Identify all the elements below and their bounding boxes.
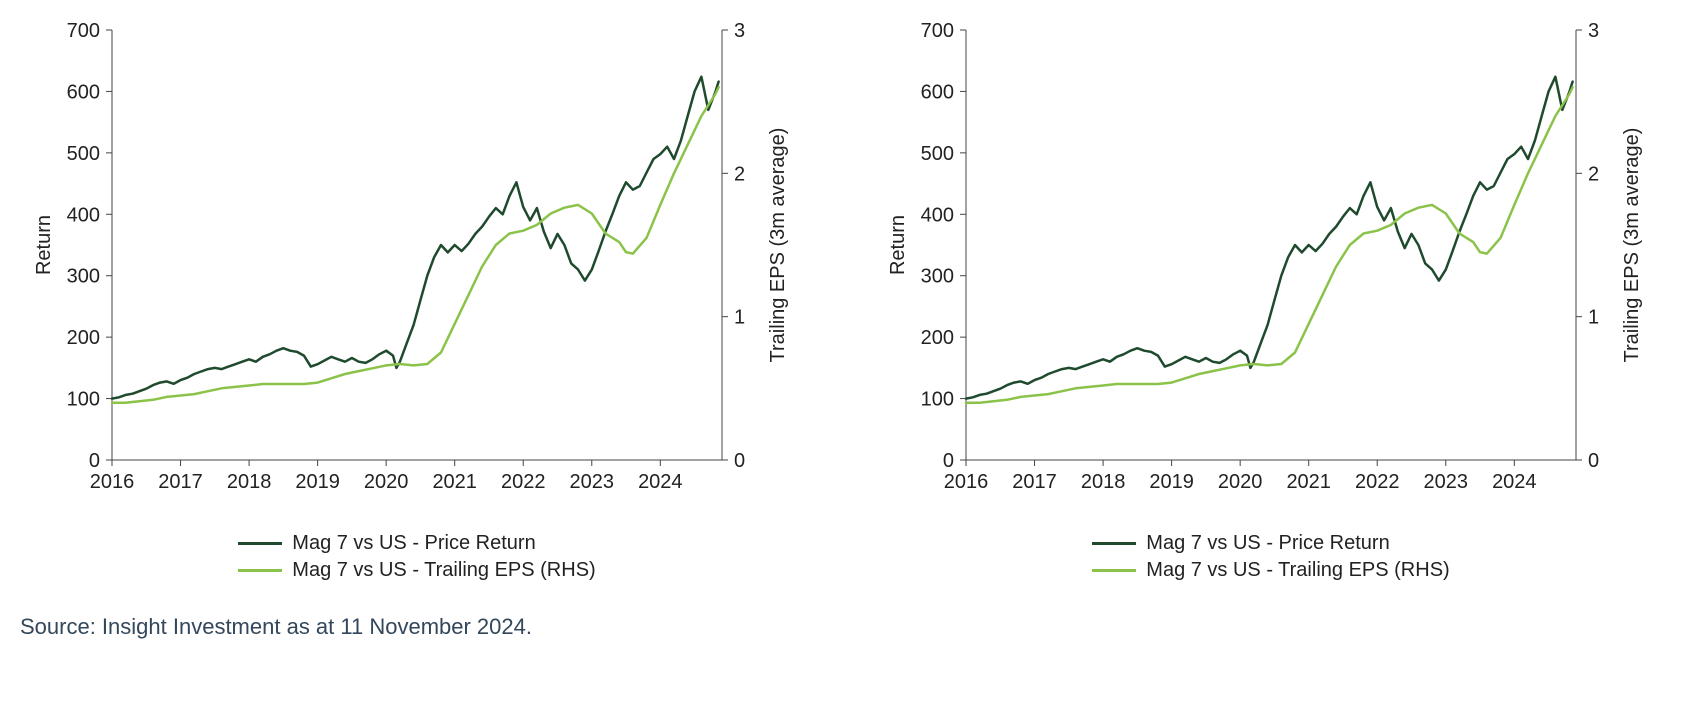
legend-label: Mag 7 vs US - Trailing EPS (RHS)	[1146, 559, 1449, 582]
svg-text:1: 1	[1588, 307, 1599, 329]
legend-item: Mag 7 vs US - Trailing EPS (RHS)	[238, 559, 595, 582]
svg-text:2024: 2024	[1492, 471, 1537, 493]
svg-text:2022: 2022	[501, 471, 546, 493]
svg-text:200: 200	[67, 327, 100, 349]
svg-text:2020: 2020	[364, 471, 409, 493]
svg-text:2017: 2017	[158, 471, 203, 493]
svg-text:300: 300	[67, 266, 100, 288]
svg-text:Return: Return	[33, 215, 55, 275]
legend-swatch	[1092, 542, 1136, 545]
chart-panel-1: 0 100 200 300 400 500 600 700 0 1 2 3 2016 2017 2018 20…	[20, 20, 814, 586]
svg-text:200: 200	[921, 327, 954, 349]
svg-text:3: 3	[1588, 20, 1599, 42]
legend-1: Mag 7 vs US - Price Return Mag 7 vs US - …	[238, 528, 595, 586]
svg-text:2: 2	[734, 163, 745, 185]
chart-panel-2: 0 100 200 300 400 500 600 700 0 1 2 3 2016 2017 2018 20…	[874, 20, 1668, 586]
svg-text:3: 3	[734, 20, 745, 42]
svg-text:2023: 2023	[570, 471, 615, 493]
svg-text:1: 1	[734, 307, 745, 329]
legend-swatch	[238, 542, 282, 545]
svg-text:600: 600	[921, 81, 954, 103]
legend-label: Mag 7 vs US - Price Return	[292, 532, 535, 555]
svg-text:2023: 2023	[1424, 471, 1469, 493]
svg-text:2019: 2019	[1149, 471, 1194, 493]
svg-text:500: 500	[67, 143, 100, 165]
svg-text:2: 2	[1588, 163, 1599, 185]
svg-text:Return: Return	[887, 215, 909, 275]
svg-text:0: 0	[89, 450, 100, 472]
svg-text:2018: 2018	[227, 471, 272, 493]
svg-text:2019: 2019	[295, 471, 340, 493]
svg-text:0: 0	[943, 450, 954, 472]
chart-svg-1: 0 100 200 300 400 500 600 700 0 1 2 3 2016 2017 2018 20…	[20, 20, 814, 510]
chart-svg-2: 0 100 200 300 400 500 600 700 0 1 2 3 2016 2017 2018 20…	[874, 20, 1668, 510]
legend-item: Mag 7 vs US - Trailing EPS (RHS)	[1092, 559, 1449, 582]
svg-text:500: 500	[921, 143, 954, 165]
svg-text:2017: 2017	[1012, 471, 1057, 493]
svg-text:700: 700	[921, 20, 954, 42]
legend-2: Mag 7 vs US - Price Return Mag 7 vs US - …	[1092, 528, 1449, 586]
svg-text:2016: 2016	[90, 471, 135, 493]
svg-text:2020: 2020	[1218, 471, 1263, 493]
svg-text:0: 0	[734, 450, 745, 472]
svg-text:2022: 2022	[1355, 471, 1400, 493]
legend-swatch	[1092, 569, 1136, 572]
svg-text:0: 0	[1588, 450, 1599, 472]
source-text: Source: Insight Investment as at 11 Nove…	[20, 614, 1670, 640]
svg-text:Trailing EPS (3m average): Trailing EPS (3m average)	[1621, 128, 1643, 363]
svg-text:700: 700	[67, 20, 100, 42]
svg-text:2021: 2021	[1286, 471, 1331, 493]
svg-text:Trailing EPS (3m average): Trailing EPS (3m average)	[767, 128, 789, 363]
legend-label: Mag 7 vs US - Trailing EPS (RHS)	[292, 559, 595, 582]
legend-item: Mag 7 vs US - Price Return	[1092, 532, 1449, 555]
svg-text:2016: 2016	[944, 471, 989, 493]
charts-row: 0100200300400500600700012320162017201820…	[20, 20, 1670, 586]
svg-text:100: 100	[921, 389, 954, 411]
svg-text:400: 400	[67, 204, 100, 226]
legend-swatch	[238, 569, 282, 572]
svg-text:600: 600	[67, 81, 100, 103]
svg-text:100: 100	[67, 389, 100, 411]
legend-label: Mag 7 vs US - Price Return	[1146, 532, 1389, 555]
svg-text:2024: 2024	[638, 471, 683, 493]
legend-item: Mag 7 vs US - Price Return	[238, 532, 595, 555]
svg-text:2018: 2018	[1081, 471, 1126, 493]
svg-text:2021: 2021	[432, 471, 477, 493]
svg-text:400: 400	[921, 204, 954, 226]
svg-text:300: 300	[921, 266, 954, 288]
